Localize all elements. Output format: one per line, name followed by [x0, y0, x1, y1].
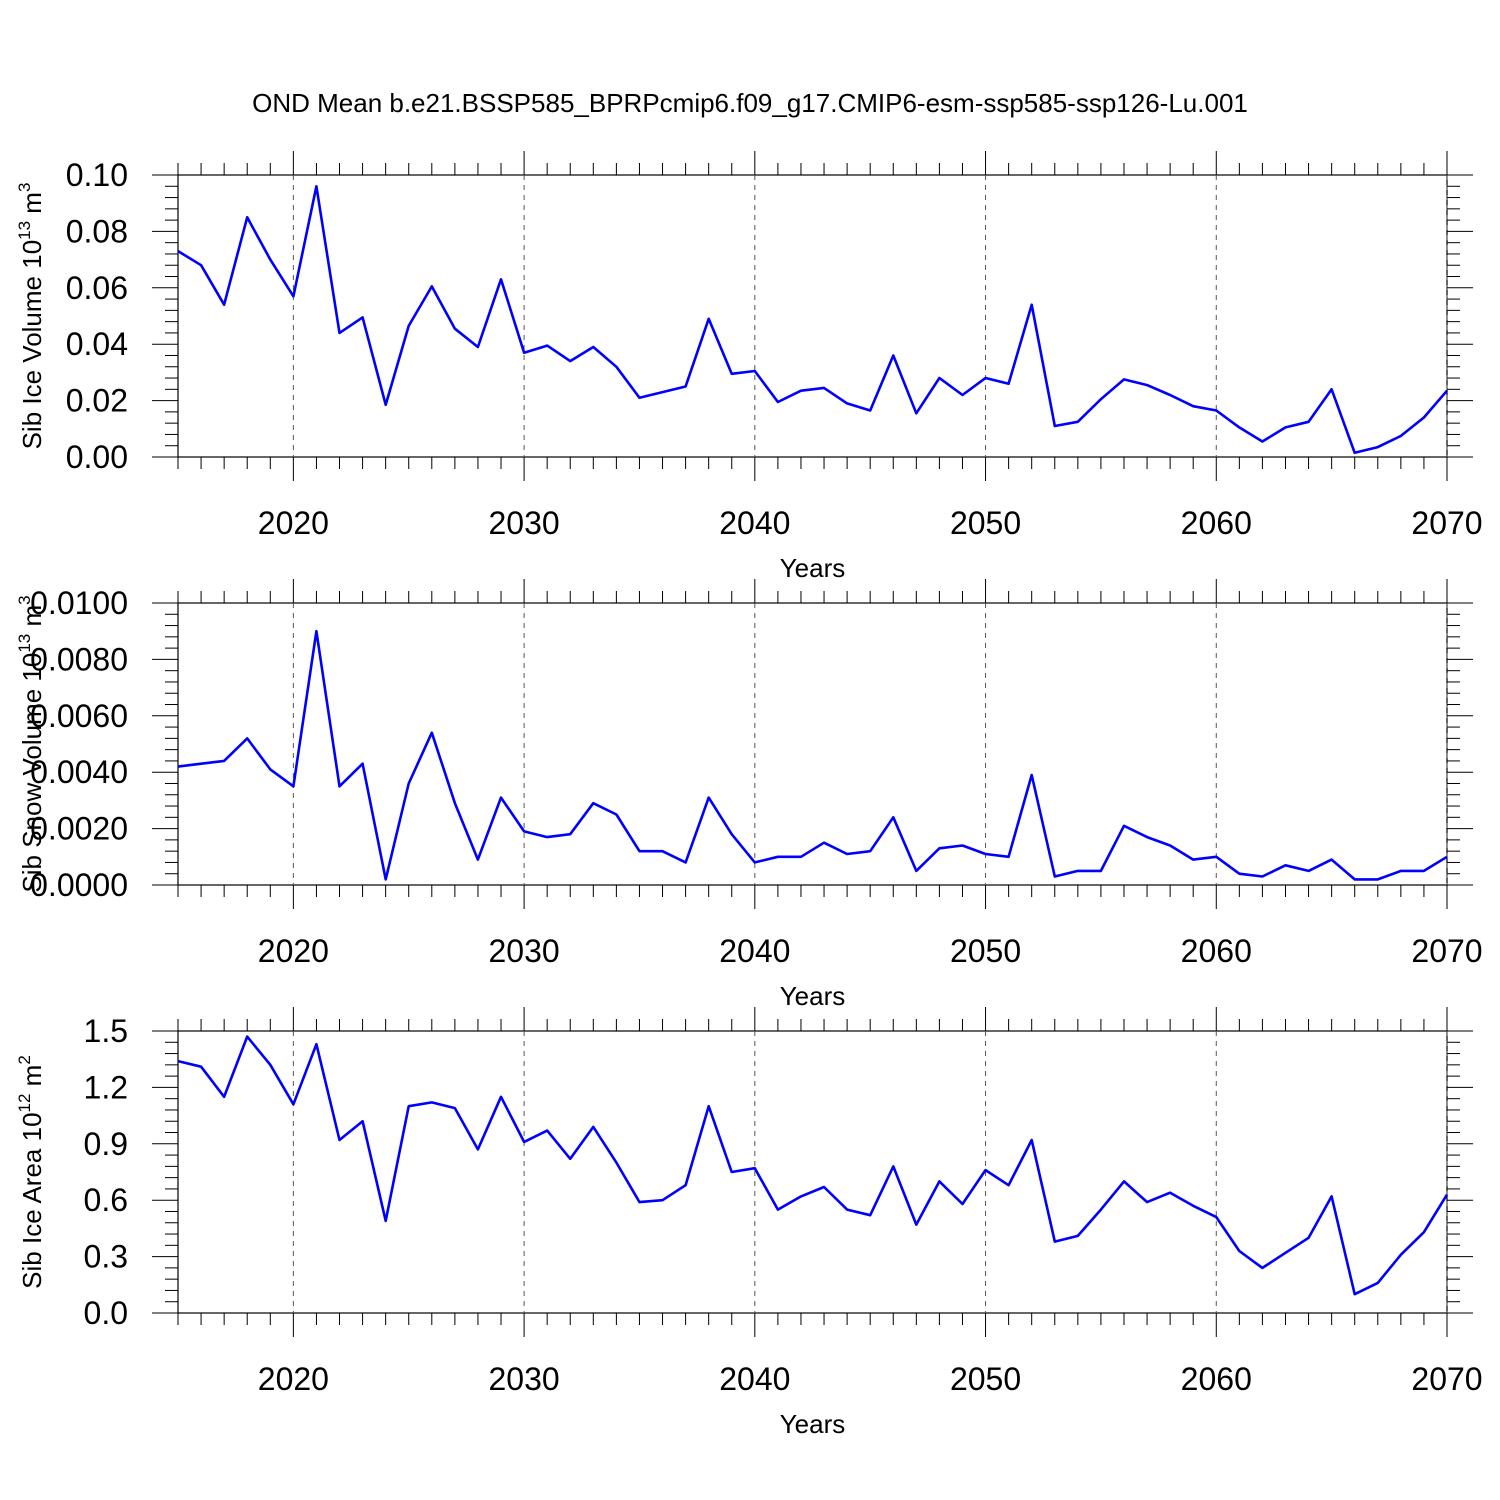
y-axis-title-main: Sib Ice Volume 10 [17, 240, 47, 450]
y-axis-title: Sib Snow Volume 1013 m3 [15, 595, 47, 892]
x-tick-label: 2060 [1181, 1361, 1252, 1397]
y-tick-label: 0.04 [66, 326, 128, 362]
x-tick-label: 2020 [258, 933, 329, 969]
y-tick-label: 0.0040 [30, 754, 128, 790]
y-tick-label: 0.6 [84, 1182, 128, 1218]
x-tick-label: 2040 [719, 505, 790, 541]
y-axis-title-unit-exp: 3 [15, 595, 34, 604]
y-axis-title: Sib Ice Area 1012 m2 [15, 1055, 47, 1289]
x-tick-label: 2040 [719, 1361, 790, 1397]
panel-2: 2020 2030 2040 2050 2060 2070 Years 0.0000 0.002… [15, 579, 1483, 1011]
x-tick-label: 2050 [950, 933, 1021, 969]
y-axis-title-unit: m [17, 605, 47, 634]
chart-title: OND Mean b.e21.BSSP585_BPRPcmip6.f09_g17… [252, 88, 1248, 118]
panel-3: 2020 2030 2040 2050 2060 2070 Years 0.0 0.3 0.6 0.… [15, 1007, 1483, 1439]
series-line-1 [177, 1035, 1449, 1296]
y-axis-title-unit-exp: 2 [15, 1055, 34, 1064]
y-tick-label: 0.10 [66, 157, 128, 193]
y-tick-label: 0.0 [84, 1295, 128, 1331]
y-tick-label: 0.02 [66, 383, 128, 419]
x-tick-label: 2050 [950, 505, 1021, 541]
y-tick-label: 0.0020 [30, 811, 128, 847]
y-axis-title: Sib Ice Volume 1013 m3 [15, 183, 47, 450]
y-axis-title-main: Sib Ice Area 10 [17, 1112, 47, 1288]
series-line-1 [177, 629, 1448, 881]
y-axis-title-exp: 13 [15, 221, 34, 240]
x-tick-label: 2060 [1181, 505, 1252, 541]
x-tick-label: 2030 [488, 505, 559, 541]
x-tick-label: 2070 [1411, 505, 1482, 541]
y-tick-label: 0.0100 [30, 585, 128, 621]
x-tick-label: 2040 [719, 933, 790, 969]
x-tick-label: 2070 [1411, 1361, 1482, 1397]
y-axis-title-unit: m [17, 1065, 47, 1094]
y-tick-label: 0.08 [66, 213, 128, 249]
y-axis-title-unit-exp: 3 [15, 183, 34, 192]
x-tick-label: 2030 [488, 1361, 559, 1397]
x-axis-title: Years [780, 981, 846, 1011]
y-tick-label: 0.06 [66, 270, 128, 306]
x-axis-title: Years [780, 553, 846, 583]
y-axis-title-unit: m [17, 192, 47, 221]
y-tick-label: 1.2 [84, 1069, 128, 1105]
series-line-1 [177, 185, 1448, 455]
x-tick-label: 2020 [258, 1361, 329, 1397]
panel-1: 2020 2030 2040 2050 2060 2070 Years 0.00 0.02 0.0… [15, 151, 1483, 583]
y-axis-title-exp: 13 [15, 634, 34, 653]
y-tick-label: 0.0080 [30, 641, 128, 677]
y-axis-title-main: Sib Snow Volume 10 [17, 653, 47, 893]
y-tick-label: 0.9 [84, 1126, 128, 1162]
y-tick-label: 0.3 [84, 1239, 128, 1275]
x-tick-label: 2030 [488, 933, 559, 969]
x-axis-title: Years [780, 1409, 846, 1439]
x-tick-label: 2060 [1181, 933, 1252, 969]
y-tick-label: 1.5 [84, 1013, 128, 1049]
y-axis-title-exp: 12 [15, 1094, 34, 1113]
y-tick-label: 0.00 [66, 439, 128, 475]
x-tick-label: 2050 [950, 1361, 1021, 1397]
x-tick-label: 2070 [1411, 933, 1482, 969]
y-tick-label: 0.0060 [30, 698, 128, 734]
x-tick-label: 2020 [258, 505, 329, 541]
y-tick-label: 0.0000 [30, 867, 128, 903]
